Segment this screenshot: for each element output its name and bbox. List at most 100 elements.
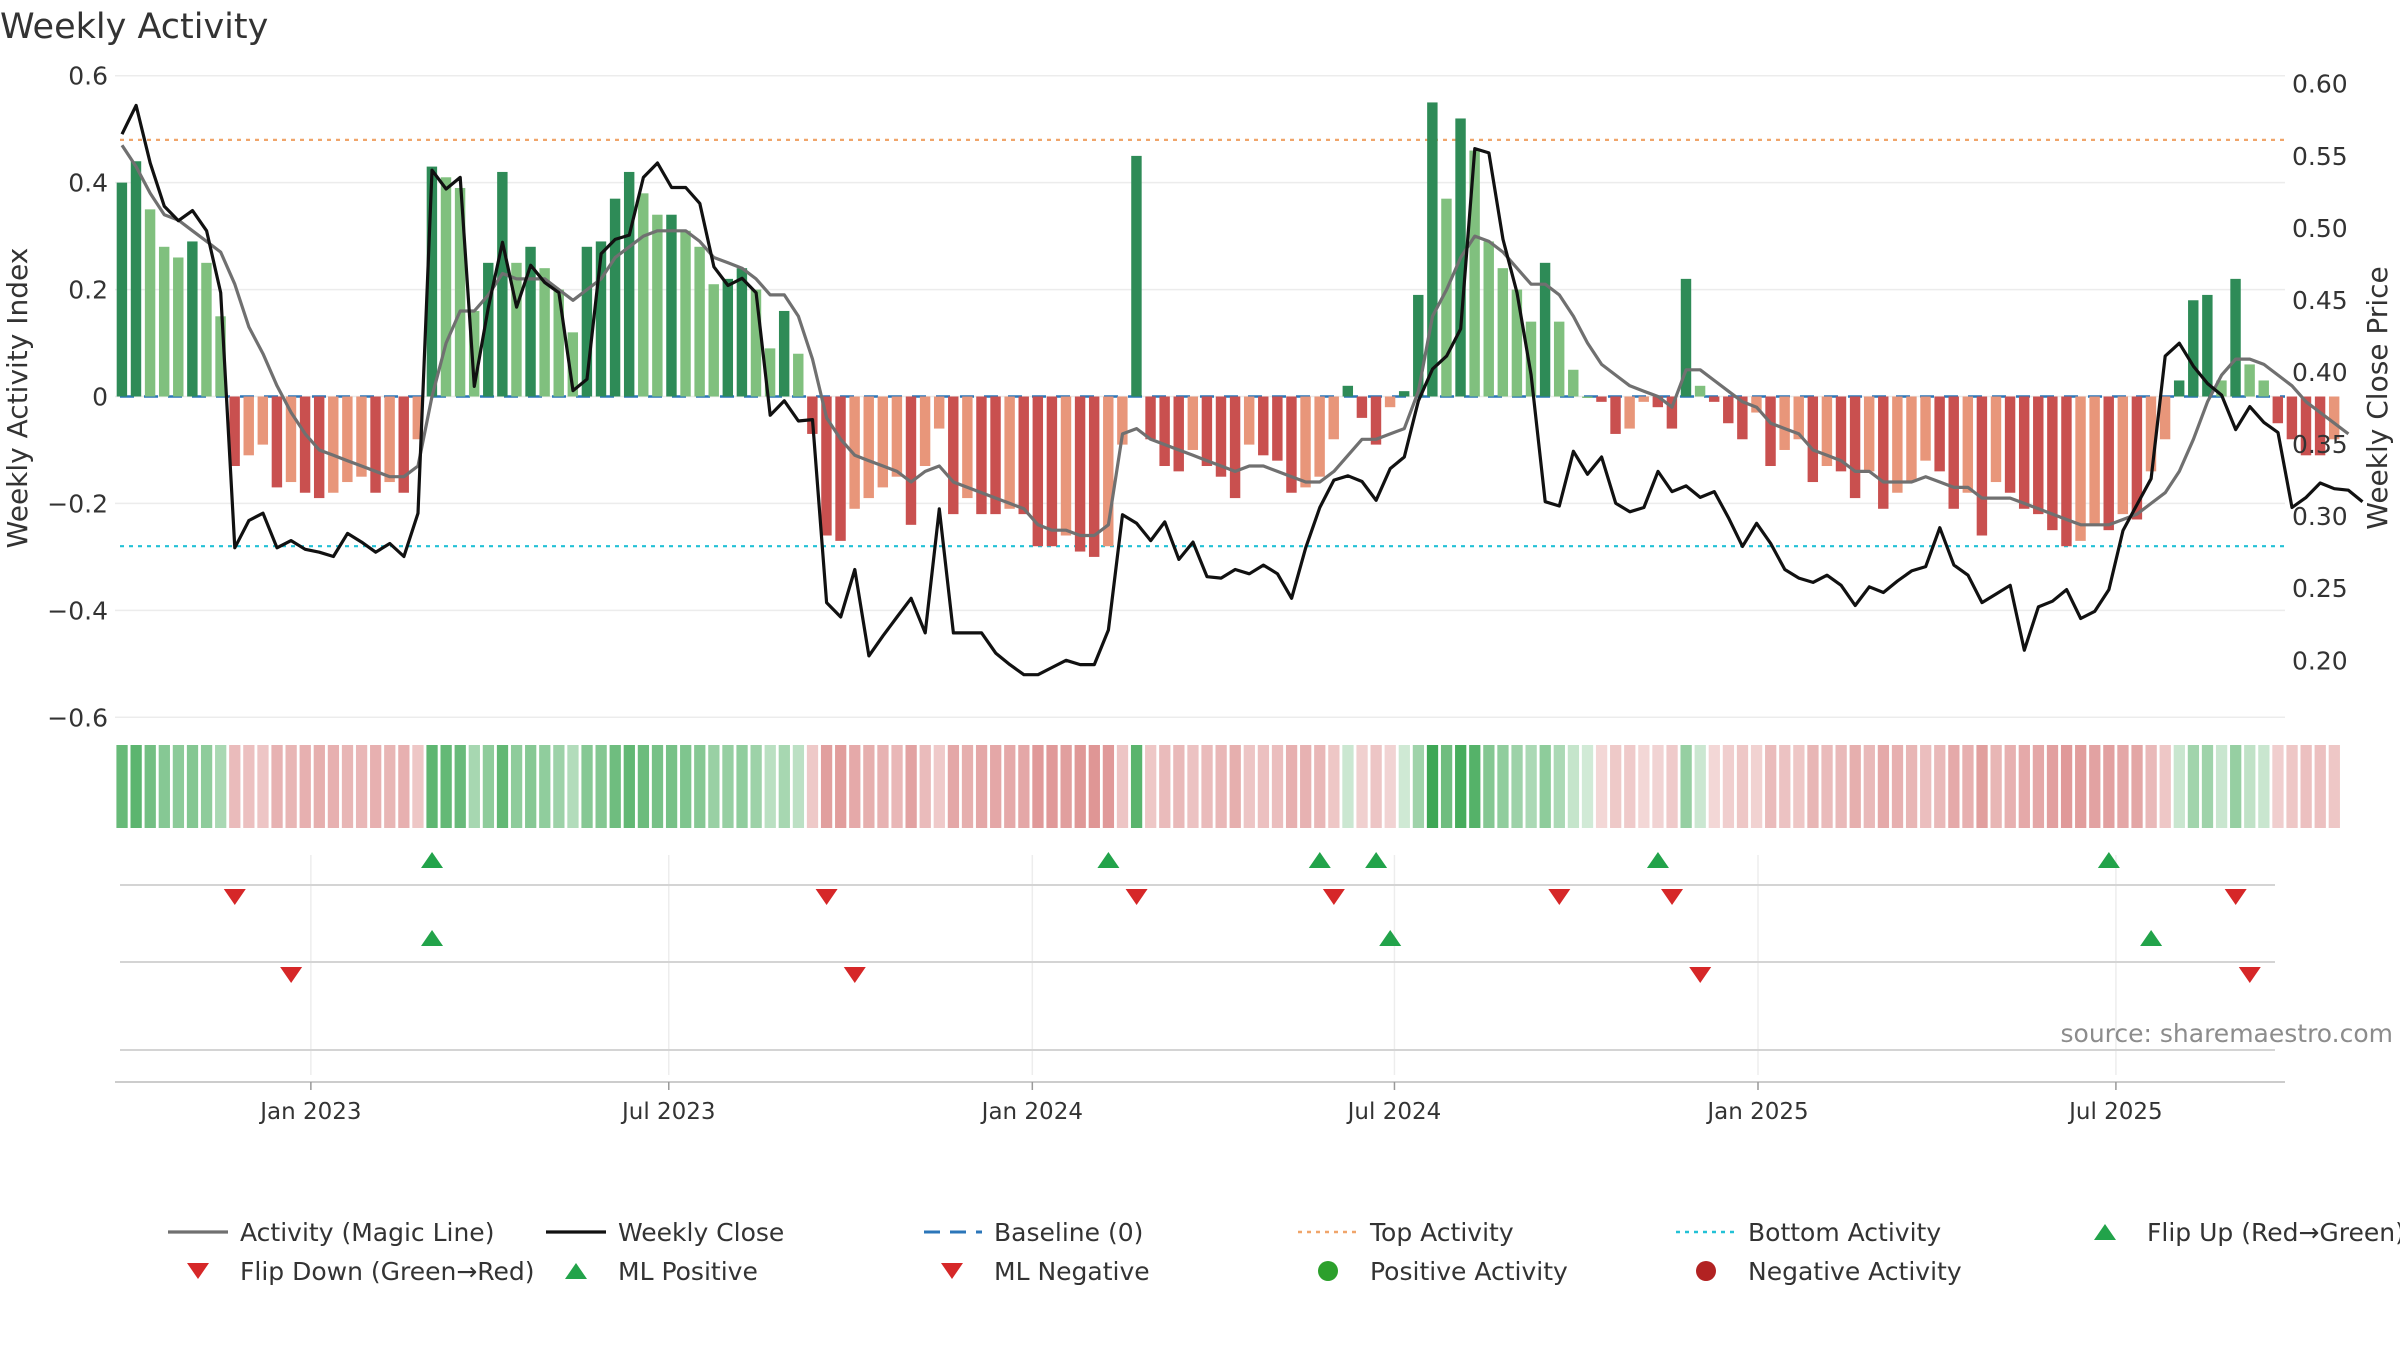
heat-strip-cell (2286, 745, 2298, 828)
activity-bar (976, 396, 987, 515)
heat-strip-cell (1074, 745, 1086, 828)
heat-strip-cell (539, 745, 551, 828)
heat-strip-cell (1948, 745, 1960, 828)
heat-strip-cell (1863, 745, 1875, 828)
activity-bar (1934, 396, 1945, 472)
x-tick-label: Jan 2025 (1705, 1099, 1808, 1125)
activity-bar (426, 166, 438, 397)
activity-bar (1596, 396, 1607, 402)
activity-bar (1948, 396, 1959, 509)
activity-bar (680, 230, 691, 397)
activity-bar (1427, 102, 1438, 397)
legend-item: Flip Up (Red→Green) (2094, 1218, 2400, 1247)
activity-bar (1145, 396, 1156, 440)
legend-item: Flip Down (Green→Red) (187, 1257, 535, 1286)
activity-bar (468, 310, 480, 397)
heat-strip-cell (1243, 745, 1255, 828)
right-tick-label: 0.25 (2292, 574, 2348, 603)
activity-bar (1018, 396, 1029, 515)
heat-strip-cell (2159, 745, 2171, 828)
heat-strip-cell (285, 745, 297, 828)
activity-bar (666, 214, 677, 397)
flip-down-marker (2224, 889, 2247, 905)
legend-item: Top Activity (1298, 1218, 1514, 1247)
activity-bar (1187, 396, 1199, 450)
activity-bars (116, 102, 2340, 557)
heat-strip-cell (200, 745, 213, 828)
activity-bar (694, 246, 705, 397)
heat-strip-cell (1807, 745, 1819, 828)
signal-panels (120, 852, 2275, 1075)
activity-bar (1398, 391, 1410, 397)
heat-strip-cell (2328, 745, 2340, 828)
activity-bar (1342, 385, 1354, 397)
activity-bar (2061, 396, 2072, 547)
heat-strip-cell (1426, 745, 1439, 828)
heat-strip-cell (426, 745, 438, 828)
heat-strip-cell (1018, 745, 1030, 828)
activity-bar (187, 241, 198, 397)
activity-bar (652, 214, 663, 397)
legend-swatch (941, 1263, 963, 1279)
activity-bar (271, 396, 283, 488)
heat-strip-cell (637, 745, 650, 828)
right-axis-label: Weekly Close Price (2361, 266, 2394, 529)
activity-bar (2230, 278, 2241, 397)
legend-label: Weekly Close (618, 1218, 784, 1247)
activity-bar (511, 262, 522, 397)
weekly-close-series (120, 103, 2364, 677)
heat-strip-cell (581, 745, 593, 828)
activity-bar (215, 316, 226, 397)
activity-bar (116, 182, 128, 397)
activity-bar (1835, 396, 1847, 472)
legend-swatch (1696, 1261, 1716, 1281)
heat-strip-cell (1905, 745, 1918, 828)
activity-bar (1610, 396, 1621, 434)
heat-strip-cell (158, 745, 170, 828)
heat-strip-cell (1793, 745, 1805, 828)
heat-strip-cell (1539, 745, 1551, 828)
activity-bar (1117, 396, 1128, 445)
activity-bar (525, 246, 536, 397)
heat-strip-cell (1736, 745, 1749, 828)
activity-bar (764, 348, 776, 397)
activity-bar (1243, 396, 1255, 445)
activity-bar (1849, 396, 1861, 499)
right-tick-label: 0.45 (2292, 286, 2348, 315)
flip-up-marker (1097, 852, 1120, 868)
activity-bar (1666, 396, 1678, 429)
heat-strip-cell (990, 745, 1002, 828)
activity-bar (1525, 321, 1537, 397)
heat-strip-cell (1920, 745, 1932, 828)
heat-strip-cell (1257, 745, 1270, 828)
legend-label: Activity (Magic Line) (240, 1218, 494, 1247)
activity-bar (2188, 300, 2199, 397)
activity-bar (1004, 396, 1015, 509)
activity-bar (384, 396, 395, 483)
heat-strip-cell (1976, 745, 1988, 828)
activity-bar (342, 396, 353, 483)
activity-bar (1962, 396, 1974, 493)
activity-bar (1652, 396, 1664, 408)
heat-strip-cell (708, 745, 720, 828)
heat-strip-cell (2089, 745, 2101, 828)
heat-strip-cell (1173, 745, 1185, 828)
heat-strip-cell (1187, 745, 1199, 828)
heat-strip-cell (1130, 745, 1143, 828)
activity-bar (1511, 289, 1523, 397)
left-tick-label: 0.2 (68, 276, 108, 305)
activity-bar (609, 198, 621, 397)
heat-strip-cell (877, 745, 889, 828)
activity-bar (2117, 396, 2129, 515)
activity-bar (454, 187, 466, 397)
activity-bar (2145, 396, 2157, 472)
activity-bar (1793, 396, 1804, 440)
heat-strip-cell (1877, 745, 1890, 828)
activity-bar (313, 396, 325, 499)
heat-strip-cell (2230, 745, 2242, 828)
heat-strip-cell (370, 745, 382, 828)
heat-strip-cell (1201, 745, 1213, 828)
ml-negative-marker (2238, 967, 2261, 983)
heat-strip-cell (341, 745, 354, 828)
